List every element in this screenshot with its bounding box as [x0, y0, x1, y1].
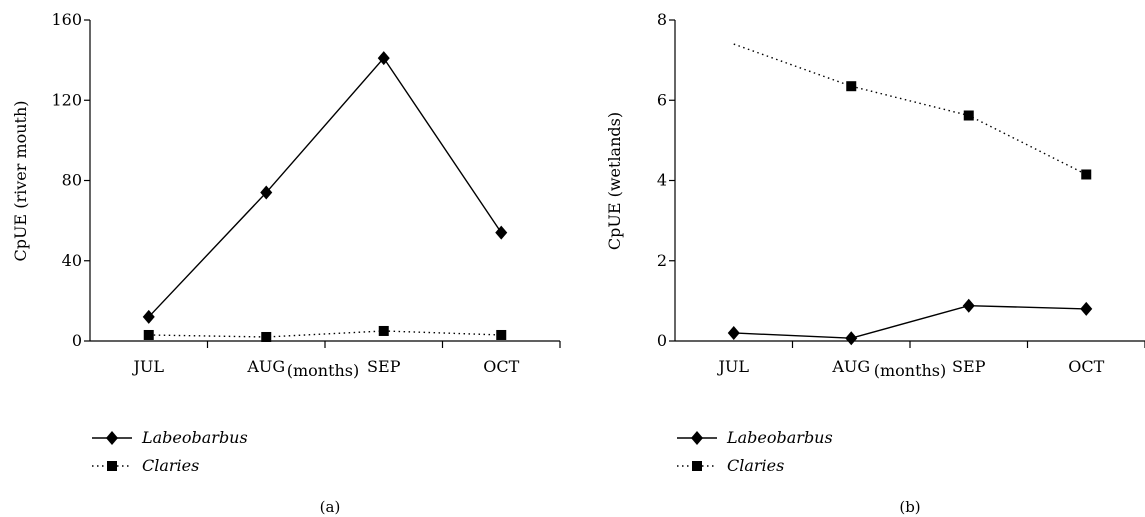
legend-label: Claries — [142, 456, 199, 475]
x-tick-label: SEP — [367, 357, 401, 376]
y-tick-label: 2 — [657, 251, 667, 270]
data-point — [963, 299, 975, 313]
y-tick-label: 40 — [62, 251, 82, 270]
legend-label: Labeobarbus — [726, 428, 833, 447]
y-axis-title: CpUE (wetlands) — [605, 112, 624, 250]
series-line-0 — [734, 306, 1087, 339]
y-tick-label: 6 — [657, 90, 667, 109]
data-point — [845, 331, 857, 345]
y-tick-label: 4 — [657, 171, 667, 190]
y-tick-label: 80 — [62, 171, 82, 190]
x-tick-label: AUG — [831, 357, 870, 376]
data-point — [144, 330, 154, 340]
panel-label: (b) — [899, 498, 920, 516]
x-tick-label: JUL — [131, 357, 164, 376]
legend-marker — [106, 431, 118, 445]
data-point — [379, 326, 389, 336]
chart-panel-0: 0 40 80 120 160 JUL AUG SEP OCT (months) CpUE (riv… — [11, 10, 560, 516]
y-axis-title: CpUE (river mouth) — [11, 100, 30, 261]
x-tick-label: SEP — [952, 357, 986, 376]
panel-label: (a) — [320, 498, 341, 516]
y-tick-label: 120 — [51, 90, 82, 109]
data-point — [846, 81, 856, 91]
data-point — [261, 332, 271, 342]
data-point — [964, 110, 974, 120]
x-axis-title: (months) — [874, 361, 947, 380]
x-tick-label: OCT — [1068, 357, 1104, 376]
series-line-1 — [734, 44, 1087, 174]
x-tick-label: OCT — [483, 357, 519, 376]
y-tick-label: 0 — [72, 331, 82, 350]
y-tick-label: 0 — [657, 331, 667, 350]
x-axis-title: (months) — [287, 361, 360, 380]
series-line-0 — [149, 58, 502, 317]
data-point — [728, 326, 740, 340]
legend-marker — [692, 461, 702, 471]
y-tick-label: 8 — [657, 10, 667, 29]
legend-marker — [691, 431, 703, 445]
x-tick-label: AUG — [246, 357, 285, 376]
series-line-1 — [149, 331, 502, 337]
x-tick-label: JUL — [716, 357, 749, 376]
data-point — [1080, 302, 1092, 316]
legend-marker — [107, 461, 117, 471]
data-point — [495, 226, 507, 240]
legend-label: Claries — [727, 456, 784, 475]
data-point — [496, 330, 506, 340]
chart-panel-1: 0 2 4 6 8 JUL AUG SEP OCT (months) CpUE (wetlands)… — [605, 10, 1145, 516]
y-tick-label: 160 — [51, 10, 82, 29]
legend-label: Labeobarbus — [141, 428, 248, 447]
data-point — [1081, 169, 1091, 179]
